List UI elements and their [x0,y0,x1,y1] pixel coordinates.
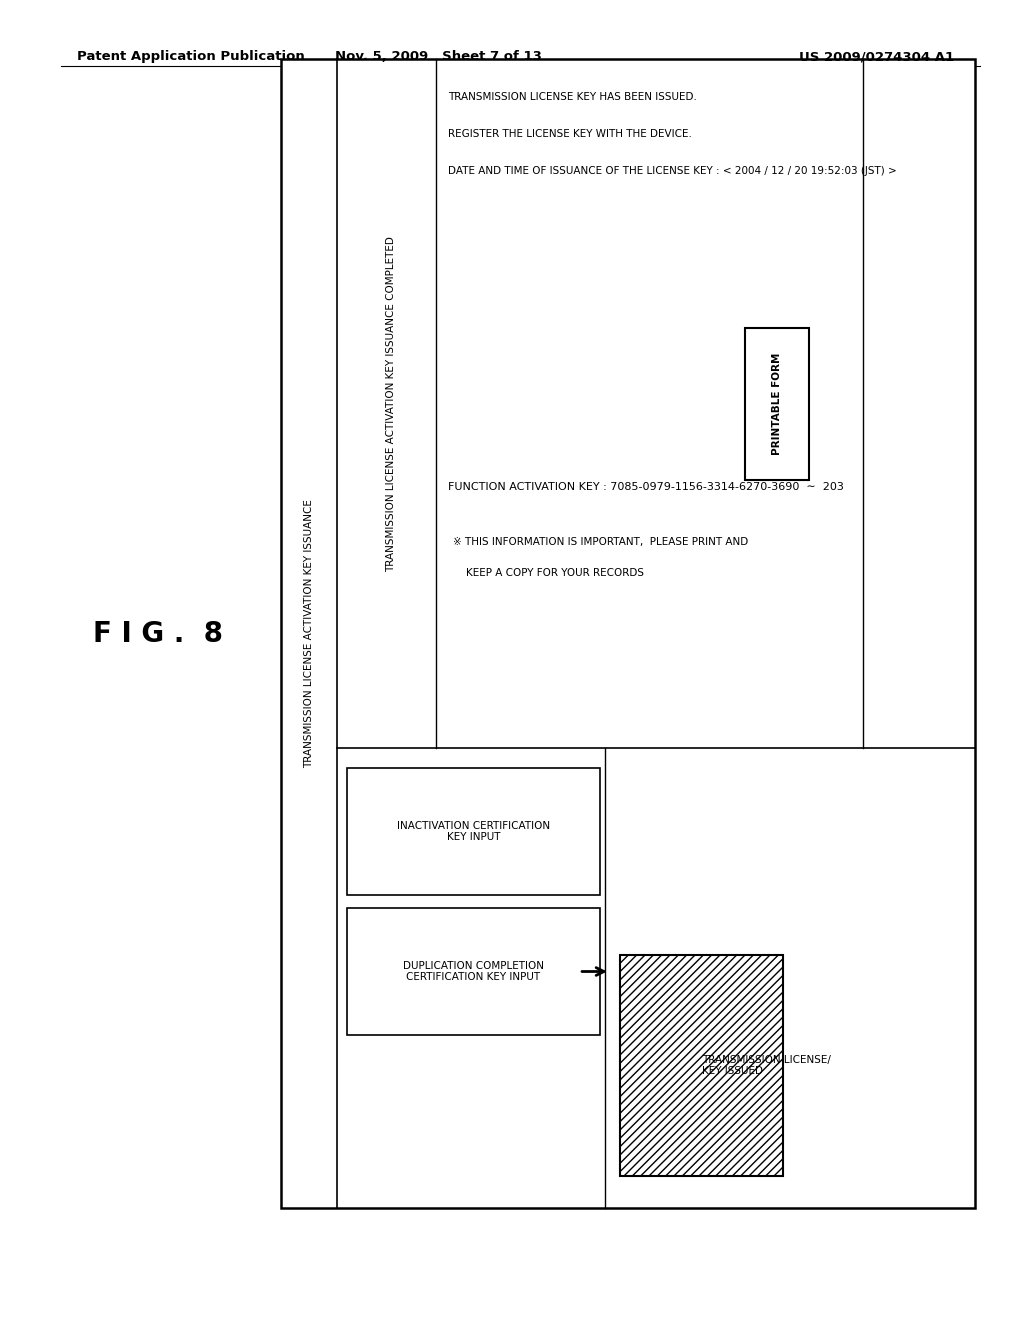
Text: TRANSMISSION LICENSE/
KEY ISSUED: TRANSMISSION LICENSE/ KEY ISSUED [701,1055,830,1076]
Text: TRANSMISSION LICENSE ACTIVATION KEY ISSUANCE COMPLETED: TRANSMISSION LICENSE ACTIVATION KEY ISSU… [386,236,396,572]
Text: ※ THIS INFORMATION IS IMPORTANT,  PLEASE PRINT AND: ※ THIS INFORMATION IS IMPORTANT, PLEASE … [453,537,749,546]
Text: FUNCTION ACTIVATION KEY : 7085-0979-1156-3314-6270-3690  ∼  203: FUNCTION ACTIVATION KEY : 7085-0979-1156… [447,482,844,491]
Bar [347,768,600,895]
Bar [620,956,783,1176]
Text: KEEP A COPY FOR YOUR RECORDS: KEEP A COPY FOR YOUR RECORDS [453,569,644,578]
Text: TRANSMISSION LICENSE KEY HAS BEEN ISSUED.: TRANSMISSION LICENSE KEY HAS BEEN ISSUED… [447,92,696,103]
Bar [347,908,600,1035]
Text: Nov. 5, 2009   Sheet 7 of 13: Nov. 5, 2009 Sheet 7 of 13 [336,50,543,63]
Bar [745,329,809,480]
Text: INACTIVATION CERTIFICATION
KEY INPUT: INACTIVATION CERTIFICATION KEY INPUT [396,821,550,842]
Text: F I G .  8: F I G . 8 [93,619,223,648]
Text: DUPLICATION COMPLETION
CERTIFICATION KEY INPUT: DUPLICATION COMPLETION CERTIFICATION KEY… [402,961,544,982]
Text: US 2009/0274304 A1: US 2009/0274304 A1 [799,50,954,63]
Bar [281,59,975,1208]
Text: REGISTER THE LICENSE KEY WITH THE DEVICE.: REGISTER THE LICENSE KEY WITH THE DEVICE… [447,129,692,140]
Text: PRINTABLE FORM: PRINTABLE FORM [772,352,782,455]
Text: TRANSMISSION LICENSE ACTIVATION KEY ISSUANCE: TRANSMISSION LICENSE ACTIVATION KEY ISSU… [304,499,313,768]
Text: DATE AND TIME OF ISSUANCE OF THE LICENSE KEY : < 2004 / 12 / 20 19:52:03 (JST) >: DATE AND TIME OF ISSUANCE OF THE LICENSE… [447,166,897,177]
Text: Patent Application Publication: Patent Application Publication [77,50,304,63]
